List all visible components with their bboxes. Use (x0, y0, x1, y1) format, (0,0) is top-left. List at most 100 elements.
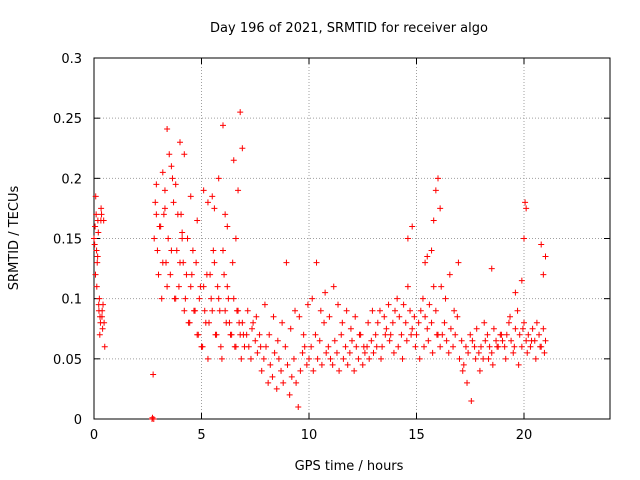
data-point (411, 313, 418, 320)
data-point (252, 337, 259, 344)
data-point (540, 271, 547, 278)
data-point (98, 205, 105, 212)
data-point (260, 355, 267, 362)
data-point (101, 343, 108, 350)
data-point (244, 307, 251, 314)
data-point (300, 331, 307, 338)
data-point (404, 235, 411, 242)
data-point (183, 271, 190, 278)
data-point (459, 367, 466, 374)
data-point (203, 271, 210, 278)
data-point (392, 307, 398, 314)
data-point (97, 217, 104, 224)
data-point (355, 355, 362, 362)
data-point (521, 235, 527, 242)
data-point (467, 331, 474, 338)
data-point (415, 319, 422, 326)
data-point (278, 367, 285, 374)
data-point (220, 122, 226, 129)
y-tick-label: 0 (74, 413, 82, 428)
data-point (274, 337, 281, 344)
data-point (402, 319, 409, 326)
data-point (338, 331, 345, 338)
data-point (331, 337, 338, 344)
data-point (245, 343, 252, 350)
data-point (365, 319, 372, 326)
data-point (282, 343, 289, 350)
data-point (175, 283, 182, 290)
data-point (347, 325, 354, 332)
data-point (261, 301, 268, 308)
data-point (342, 343, 349, 350)
data-point (451, 307, 458, 314)
data-point (424, 325, 431, 332)
data-point (532, 355, 539, 362)
data-point (280, 379, 287, 386)
data-point (275, 355, 282, 362)
data-point (101, 319, 108, 326)
data-point (93, 247, 100, 254)
data-point (516, 331, 523, 338)
data-point (518, 343, 525, 350)
data-point (235, 187, 242, 194)
data-point (438, 283, 445, 290)
data-point (339, 319, 346, 326)
data-point (521, 319, 527, 326)
data-point (230, 295, 237, 302)
data-point (292, 307, 299, 314)
data-point (376, 307, 383, 314)
data-point (159, 169, 166, 176)
data-point (514, 307, 521, 314)
x-tick-label: 5 (197, 428, 205, 443)
data-point (182, 295, 189, 302)
data-point (194, 217, 201, 224)
data-point (310, 367, 317, 374)
data-point (161, 187, 168, 194)
data-point (435, 175, 441, 182)
data-point (489, 361, 496, 368)
data-point (469, 337, 476, 344)
data-point (382, 331, 389, 338)
data-point (409, 325, 416, 332)
grid (94, 58, 610, 419)
data-point (403, 337, 410, 344)
data-point (167, 271, 174, 278)
y-tick-label: 0.3 (61, 52, 82, 67)
data-point (343, 307, 350, 314)
data-point (318, 361, 325, 368)
data-point (306, 355, 312, 362)
data-point (179, 229, 186, 236)
data-point (494, 343, 501, 350)
data-point (249, 325, 256, 332)
data-point (92, 223, 99, 230)
data-point (422, 259, 429, 266)
data-point (429, 349, 436, 356)
data-point (188, 271, 195, 278)
data-point (412, 343, 419, 350)
data-point (523, 205, 530, 212)
data-point (243, 331, 250, 338)
x-axis-label: GPS time / hours (295, 459, 404, 474)
data-point (209, 193, 216, 200)
data-point (220, 247, 226, 254)
x-tick-label: 15 (408, 428, 425, 443)
data-point (163, 259, 170, 266)
data-point (395, 343, 402, 350)
data-point (196, 295, 203, 302)
x-tick-label: 20 (516, 428, 533, 443)
data-point (482, 337, 489, 344)
data-point (91, 235, 97, 242)
data-point (502, 355, 509, 362)
data-point (150, 416, 157, 422)
data-point (279, 319, 286, 326)
data-point (373, 343, 380, 350)
data-point (529, 325, 536, 332)
data-point (542, 337, 549, 344)
data-point (464, 379, 471, 386)
data-point (330, 283, 337, 290)
data-point (178, 211, 185, 218)
data-point (456, 355, 463, 362)
data-point (446, 271, 453, 278)
data-point (501, 343, 508, 350)
